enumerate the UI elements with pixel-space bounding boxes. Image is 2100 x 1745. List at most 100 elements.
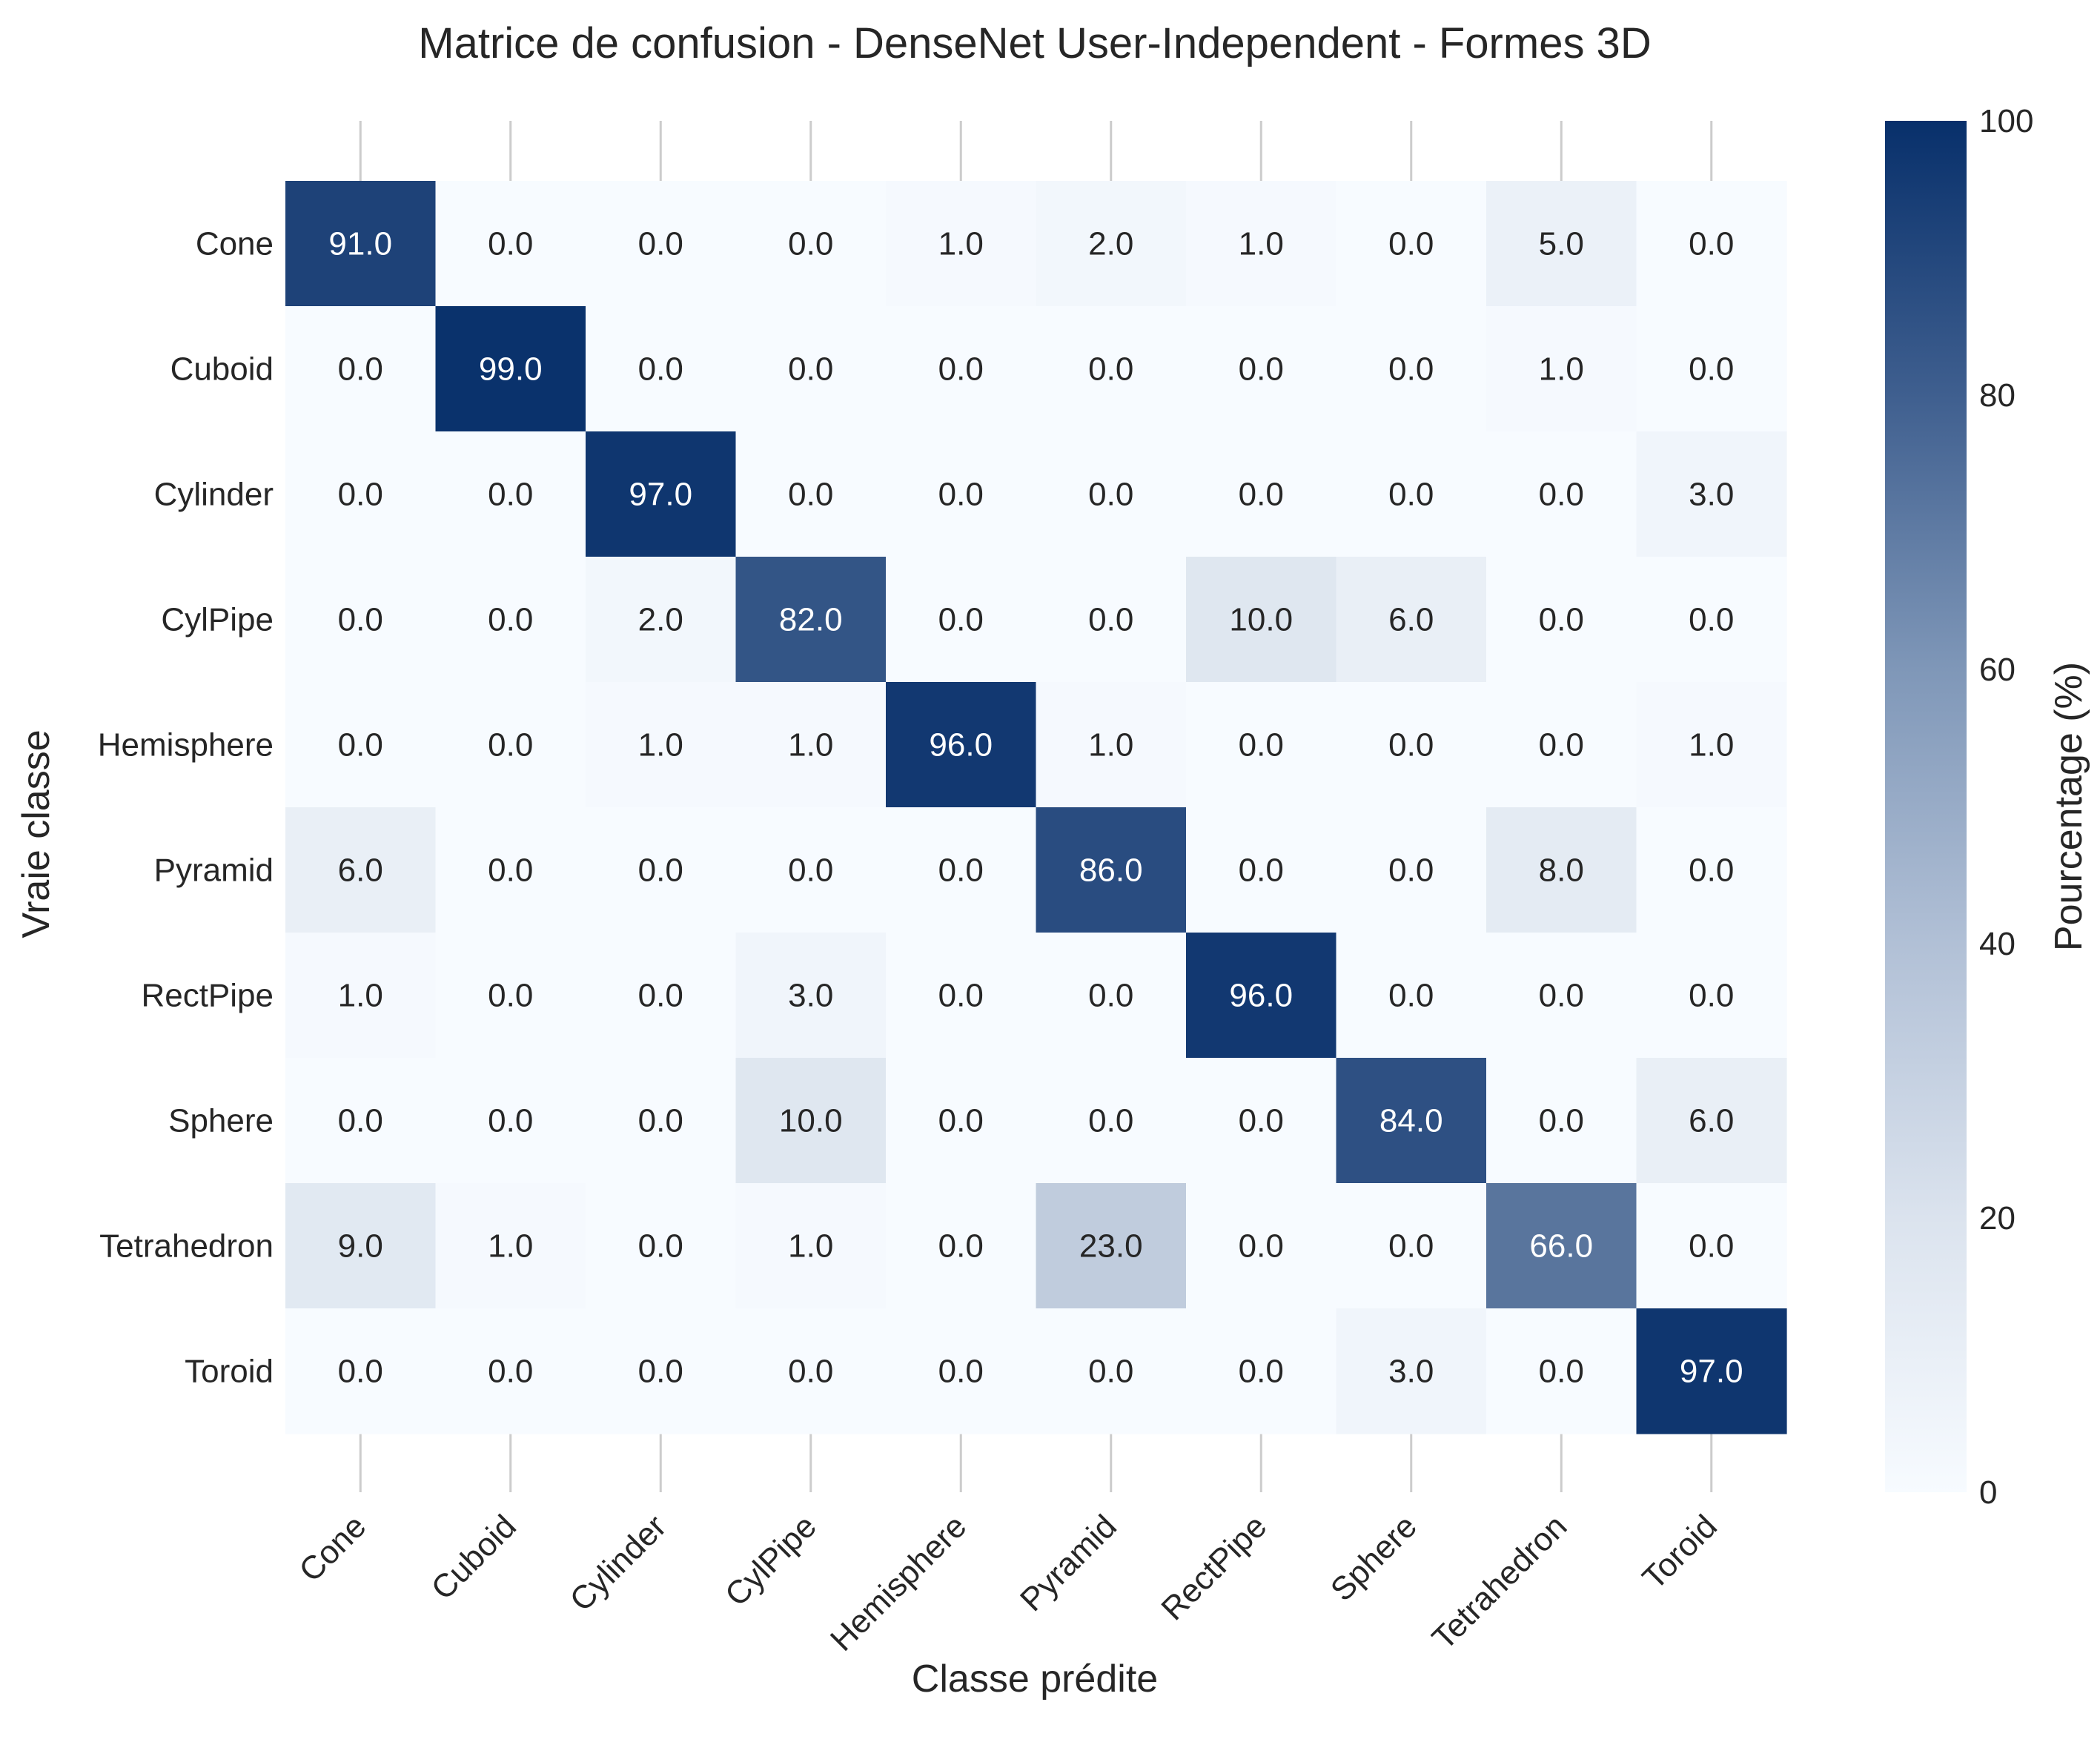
cell-value-label: 0.0 xyxy=(488,226,533,262)
heatmap-cell xyxy=(285,1058,437,1184)
cell-value-label: 0.0 xyxy=(1088,1354,1133,1390)
heatmap-cell xyxy=(586,431,737,557)
y-tick-labels: Cone Cuboid Cylinder CylPipe Hemisphere Pyram… xyxy=(98,226,274,1390)
cell-value-label: 1.0 xyxy=(638,727,683,764)
cell-value-label: 0.0 xyxy=(1539,1354,1584,1390)
heatmap-cell xyxy=(586,807,737,933)
heatmap-cell xyxy=(1636,807,1787,933)
cell-value-label: 82.0 xyxy=(779,602,843,638)
heatmap-cell xyxy=(1336,181,1487,307)
cell-value-label: 99.0 xyxy=(479,351,543,388)
heatmap-cell xyxy=(886,557,1037,683)
heatmap-cell xyxy=(1636,1183,1787,1309)
heatmap-cell xyxy=(1036,807,1187,933)
cell-value-label: 0.0 xyxy=(938,978,984,1014)
heatmap-cell xyxy=(735,181,887,307)
heatmap-cell xyxy=(435,807,586,933)
cell-value-label: 0.0 xyxy=(1539,477,1584,513)
cell-value-label: 0.0 xyxy=(938,351,984,388)
heatmap-cell xyxy=(285,1183,437,1309)
cell-value-label: 0.0 xyxy=(1239,351,1284,388)
colorbar-tick-label: 60 xyxy=(1979,652,2015,688)
heatmap-cell xyxy=(886,181,1037,307)
heatmap-cell xyxy=(435,306,586,432)
cell-value-label: 0.0 xyxy=(1088,602,1133,638)
heatmap-cell xyxy=(886,933,1037,1059)
cell-value-label: 0.0 xyxy=(1088,351,1133,388)
heatmap-cell xyxy=(1186,431,1337,557)
cell-value-label: 0.0 xyxy=(638,978,683,1014)
heatmap-cell xyxy=(1636,933,1787,1059)
cell-value-label: 0.0 xyxy=(788,226,833,262)
heatmap-cell xyxy=(886,306,1037,432)
cell-value-label: 0.0 xyxy=(1539,602,1584,638)
cell-value-label: 96.0 xyxy=(1229,978,1293,1014)
chart-title: Matrice de confusion - DenseNet User-Ind… xyxy=(418,19,1651,67)
heatmap-cell xyxy=(1186,306,1337,432)
cell-value-label: 0.0 xyxy=(788,351,833,388)
x-axis-label: Classe prédite xyxy=(912,1658,1158,1701)
cell-value-label: 2.0 xyxy=(638,602,683,638)
cell-value-label: 0.0 xyxy=(1388,852,1434,889)
cell-value-label: 66.0 xyxy=(1529,1228,1593,1265)
cell-value-label: 0.0 xyxy=(638,351,683,388)
cell-value-label: 0.0 xyxy=(1689,978,1734,1014)
heatmap-cell xyxy=(1486,1058,1637,1184)
cell-value-label: 3.0 xyxy=(1689,477,1734,513)
colorbar-label: Pourcentage (%) xyxy=(2047,662,2090,951)
cell-value-label: 97.0 xyxy=(629,477,692,513)
heatmap-cell xyxy=(735,306,887,432)
cell-value-label: 1.0 xyxy=(1088,727,1133,764)
heatmap-cell xyxy=(435,682,586,808)
colorbar-tick-label: 20 xyxy=(1979,1200,2015,1236)
heatmap-cell xyxy=(435,181,586,307)
cell-value-label: 0.0 xyxy=(1388,727,1434,764)
y-tick-label: Sphere xyxy=(168,1103,274,1139)
heatmap-cells: 91.0 0.0 0.0 0.0 1.0 2.0 1.0 0.0 5.0 0.0 0.0 99.0 0.… xyxy=(285,181,1787,1434)
heatmap-cell xyxy=(1186,1308,1337,1434)
cell-value-label: 10.0 xyxy=(779,1103,843,1139)
cell-value-label: 0.0 xyxy=(1088,1103,1133,1139)
cell-value-label: 91.0 xyxy=(328,226,392,262)
cell-value-label: 3.0 xyxy=(788,978,833,1014)
y-tick-label: Cone xyxy=(196,226,274,262)
heatmap-cell xyxy=(735,682,887,808)
colorbar-tick-label: 100 xyxy=(1979,103,2033,139)
cell-value-label: 0.0 xyxy=(638,1354,683,1390)
cell-value-label: 6.0 xyxy=(1689,1103,1734,1139)
heatmap-cell xyxy=(1186,682,1337,808)
heatmap-cell xyxy=(886,1058,1037,1184)
cell-value-label: 1.0 xyxy=(1239,226,1284,262)
heatmap-cell xyxy=(1186,933,1337,1059)
heatmap-cell xyxy=(586,1308,737,1434)
y-tick-label: Hemisphere xyxy=(98,727,274,764)
y-tick-label: Toroid xyxy=(185,1354,274,1390)
heatmap-cell xyxy=(1186,557,1337,683)
heatmap-cell xyxy=(586,933,737,1059)
y-tick-label: Cylinder xyxy=(154,477,274,513)
cell-value-label: 1.0 xyxy=(338,978,383,1014)
cell-value-label: 0.0 xyxy=(1239,1103,1284,1139)
cell-value-label: 6.0 xyxy=(338,852,383,889)
heatmap-cell xyxy=(435,431,586,557)
heatmap-cell xyxy=(886,431,1037,557)
cell-value-label: 0.0 xyxy=(938,602,984,638)
cell-value-label: 96.0 xyxy=(929,727,993,764)
heatmap-cell xyxy=(1336,557,1487,683)
colorbar xyxy=(1885,121,1967,1492)
cell-value-label: 0.0 xyxy=(1239,727,1284,764)
y-tick-label: Pyramid xyxy=(154,852,274,889)
heatmap-cell xyxy=(1186,181,1337,307)
heatmap-cell xyxy=(1036,431,1187,557)
y-axis-label: Vraie classe xyxy=(15,729,58,938)
heatmap-cell xyxy=(1336,1058,1487,1184)
cell-value-label: 0.0 xyxy=(1539,978,1584,1014)
heatmap-cell xyxy=(1336,431,1487,557)
cell-value-label: 0.0 xyxy=(788,477,833,513)
cell-value-label: 1.0 xyxy=(938,226,984,262)
heatmap-cell xyxy=(1486,933,1637,1059)
cell-value-label: 0.0 xyxy=(938,852,984,889)
cell-value-label: 84.0 xyxy=(1379,1103,1443,1139)
cell-value-label: 0.0 xyxy=(788,1354,833,1390)
cell-value-label: 0.0 xyxy=(1239,852,1284,889)
